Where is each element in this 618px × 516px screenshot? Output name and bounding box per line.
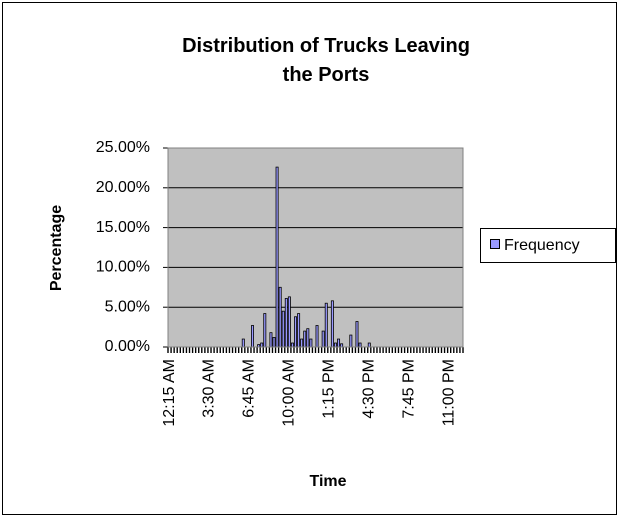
bar [349,334,353,348]
bar [324,302,328,348]
bar [269,332,273,348]
bar [309,338,313,348]
bar [315,325,319,348]
bar [263,313,267,348]
bar [337,338,341,348]
x-tick-label: 11:00 PM [440,359,457,426]
x-tick-label: 7:45 PM [400,359,417,419]
bar [358,342,362,348]
y-tick-label: 5.00% [105,298,150,315]
x-tick-label: 1:15 PM [321,359,338,419]
bar [278,286,282,348]
bar [275,166,279,348]
y-tick-label: 20.00% [96,179,150,196]
x-tick-label: 12:15 AM [161,359,178,427]
y-tick-label: 15.00% [96,219,150,236]
bar [294,316,298,348]
y-tick-label: 0.00% [105,338,150,355]
bar [284,298,288,348]
x-axis-title: Time [309,473,346,490]
bar [306,328,310,348]
y-tick-label: 25.00% [96,139,150,156]
bar [260,342,264,348]
bar [355,321,359,348]
bar [330,300,334,348]
x-tick-label: 4:30 PM [360,359,377,419]
bar [300,338,304,348]
bar [290,342,294,348]
legend-swatch [490,239,500,249]
bar [251,325,254,348]
y-axis-title: Percentage [48,205,65,291]
bar [241,338,245,348]
bar [281,310,285,348]
legend-label: Frequency [504,237,580,254]
y-tick-label: 10.00% [96,259,150,276]
x-tick-label: 10:00 AM [281,359,298,427]
bar [272,337,276,348]
bar [321,330,325,348]
plot-area [168,148,463,347]
x-tick-label: 6:45 AM [241,359,258,418]
chart-title: Distribution of Trucks Leaving the Ports [182,35,470,86]
bar [367,342,371,348]
bar [287,296,291,348]
x-tick-label: 3:30 AM [201,359,218,418]
legend-box [480,228,616,263]
bar [303,330,307,348]
bar [333,342,337,348]
plot-border [167,147,464,348]
bar [297,313,301,348]
